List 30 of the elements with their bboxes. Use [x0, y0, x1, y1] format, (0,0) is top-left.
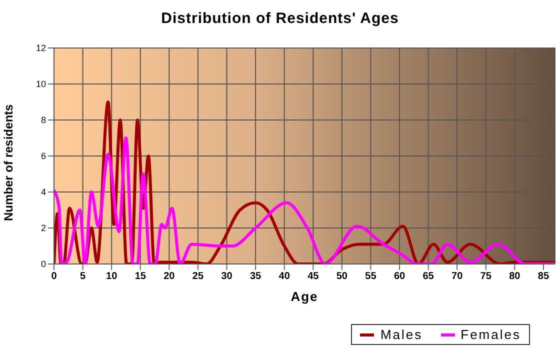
- x-tick-label: 35: [250, 271, 262, 282]
- x-tick-label: 5: [80, 271, 86, 282]
- legend-label: Females: [460, 327, 521, 342]
- y-tick-label: 2: [40, 223, 46, 234]
- y-axis-title: Number of residents: [1, 104, 16, 221]
- x-tick-label: 0: [51, 271, 58, 282]
- x-tick-label: 25: [192, 271, 204, 282]
- y-tick-label: 0: [40, 259, 46, 270]
- x-tick-label: 50: [336, 271, 348, 282]
- x-tick-label: 10: [106, 271, 118, 282]
- y-tick-label: 8: [40, 115, 46, 126]
- y-tick-label: 10: [36, 79, 46, 90]
- x-axis-title: Age: [290, 289, 318, 304]
- legend-label: Males: [380, 327, 423, 342]
- x-tick-label: 55: [365, 271, 377, 282]
- x-tick-label: 65: [422, 271, 434, 282]
- x-tick-label: 30: [221, 271, 233, 282]
- x-tick-label: 15: [134, 271, 146, 282]
- y-tick-label: 12: [36, 43, 46, 54]
- x-tick-label: 70: [452, 271, 464, 282]
- x-tick-label: 20: [164, 271, 176, 282]
- x-tick-label: 60: [394, 271, 406, 282]
- chart-title: Distribution of Residents' Ages: [160, 10, 400, 27]
- x-tick-label: 75: [480, 271, 492, 282]
- x-tick-label: 85: [538, 271, 550, 282]
- x-tick-label: 40: [278, 271, 290, 282]
- y-tick-label: 4: [40, 187, 46, 198]
- y-tick-label: 6: [40, 151, 46, 162]
- x-tick-label: 80: [509, 271, 521, 282]
- x-tick-label: 45: [308, 271, 320, 282]
